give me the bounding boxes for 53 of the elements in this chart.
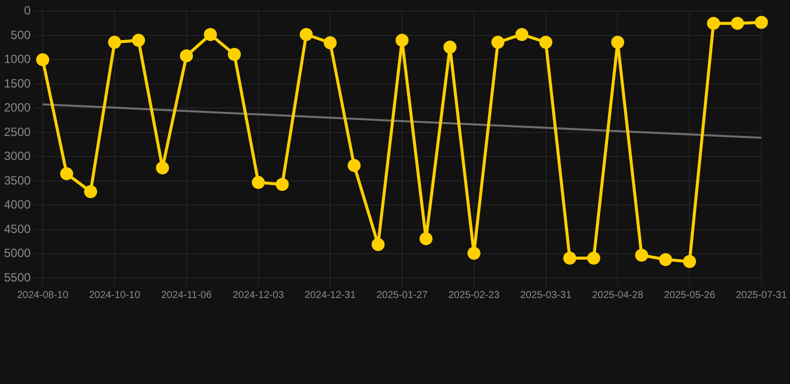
y-tick-label: 4500 — [4, 222, 32, 236]
x-tick-label: 2025-02-23 — [448, 290, 500, 301]
point — [707, 16, 720, 30]
point — [84, 185, 98, 198]
point — [324, 36, 337, 50]
y-tick-label: 2500 — [4, 124, 32, 139]
x-tick-label: 2025-04-28 — [592, 290, 644, 301]
y-tick-label: 3500 — [4, 173, 32, 188]
y-tick-label: 5000 — [4, 246, 32, 260]
point — [611, 36, 624, 49]
point — [252, 176, 265, 189]
point — [108, 36, 122, 49]
point — [467, 246, 480, 260]
x-tick-label: 2024-08-10 — [17, 290, 69, 301]
y-tick-label: 4000 — [4, 198, 32, 212]
x-tick-label: 2025-03-31 — [520, 290, 572, 301]
x-tick-label: 2025-05-26 — [664, 290, 716, 301]
x-tick-label: 2024-11-06 — [161, 290, 212, 301]
point — [156, 161, 169, 174]
y-tick-label: 0 — [24, 4, 32, 18]
point — [515, 28, 528, 41]
y-tick-label: 1500 — [4, 76, 32, 90]
x-tick-label: 2024-12-03 — [232, 290, 284, 301]
point — [204, 28, 217, 41]
point — [60, 167, 74, 180]
point — [563, 252, 576, 265]
point — [587, 252, 600, 265]
point — [420, 232, 433, 246]
point — [539, 36, 552, 49]
point — [491, 36, 504, 49]
point — [396, 34, 409, 47]
y-tick-label: 2000 — [4, 100, 32, 115]
point — [228, 48, 241, 61]
point — [300, 28, 313, 41]
x-tick-label: 2024-10-10 — [88, 290, 141, 301]
point — [683, 255, 696, 268]
x-tick-label: 2024-12-31 — [304, 290, 356, 301]
x-tick-label: 2025-01-27 — [376, 290, 428, 301]
point — [754, 16, 768, 29]
y-tick-label: 500 — [10, 28, 32, 42]
y-tick-label: 1000 — [4, 52, 32, 66]
point — [443, 40, 456, 54]
point — [730, 16, 744, 30]
point — [372, 238, 385, 252]
x-tick-label: 2025-07-31 — [736, 290, 788, 301]
point — [635, 248, 648, 262]
point — [659, 253, 672, 266]
y-tick-label: 3000 — [4, 149, 32, 164]
y-tick-label: 5500 — [4, 270, 32, 284]
point — [132, 34, 146, 47]
point — [180, 49, 193, 62]
point — [276, 178, 289, 191]
point — [348, 158, 361, 172]
